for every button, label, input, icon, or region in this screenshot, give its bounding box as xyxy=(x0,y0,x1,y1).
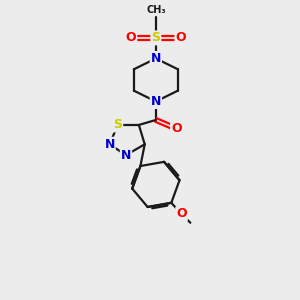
Text: N: N xyxy=(151,52,161,65)
Text: O: O xyxy=(171,122,182,135)
Text: N: N xyxy=(121,148,131,162)
Text: O: O xyxy=(126,32,136,44)
Text: O: O xyxy=(176,208,187,220)
Text: S: S xyxy=(152,32,160,44)
Text: N: N xyxy=(151,95,161,108)
Text: CH₃: CH₃ xyxy=(146,5,166,15)
Text: S: S xyxy=(113,118,122,131)
Text: O: O xyxy=(176,32,186,44)
Text: N: N xyxy=(104,138,115,151)
